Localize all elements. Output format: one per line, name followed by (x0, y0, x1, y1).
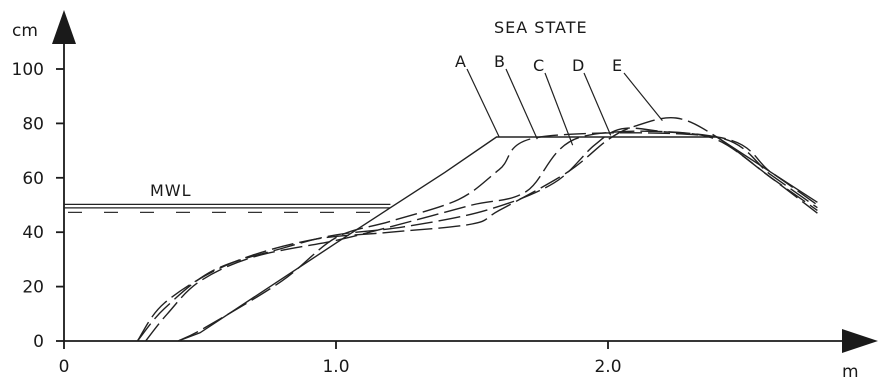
series-leader-line (544, 72, 574, 146)
y-axis-label: cm (12, 21, 38, 41)
x-tick-label: 1.0 (322, 357, 349, 377)
y-tick-label: 40 (22, 223, 44, 243)
series-leader-line (623, 72, 663, 122)
x-axis-arrowhead (842, 329, 878, 353)
x-tick-label: 2.0 (594, 357, 621, 377)
series-labels: A B C D E (455, 52, 663, 146)
series-leader-line (583, 72, 612, 136)
series-leader-line (505, 68, 538, 140)
profile-curve-a (177, 136, 818, 342)
profile-curves (136, 116, 818, 342)
y-tick-label: 80 (22, 114, 44, 134)
y-tick-label: 0 (33, 332, 44, 352)
mwl-group: MWL (64, 181, 391, 213)
mwl-label: MWL (150, 181, 192, 200)
series-label-e: E (612, 56, 623, 75)
y-tick-label: 100 (12, 60, 44, 80)
x-axis-label: m (842, 362, 859, 380)
series-label-c: C (533, 56, 545, 75)
series-label-d: D (572, 56, 585, 75)
series-label-a: A (455, 52, 467, 71)
ticks: 0 20 40 60 80 100 0 1.0 2.0 (12, 60, 622, 377)
x-tick-label: 0 (59, 357, 70, 377)
y-axis-arrowhead (52, 10, 76, 44)
chart-title: SEA STATE (494, 18, 588, 37)
profile-curve-c (145, 130, 818, 342)
profile-curve-e (136, 116, 818, 342)
y-tick-label: 60 (22, 169, 44, 189)
profile-curve-b (177, 132, 818, 342)
y-tick-label: 20 (22, 278, 44, 298)
series-label-b: B (494, 52, 506, 71)
series-leader-line (466, 68, 500, 138)
profile-curve-d (136, 127, 818, 342)
axes (52, 10, 878, 353)
